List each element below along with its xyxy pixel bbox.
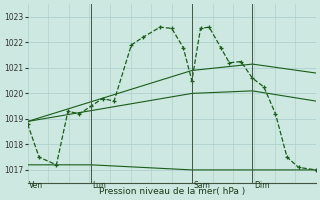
Text: Sam: Sam [193,181,210,190]
X-axis label: Pression niveau de la mer( hPa ): Pression niveau de la mer( hPa ) [99,187,245,196]
Text: Ven: Ven [29,181,43,190]
Text: Dim: Dim [254,181,269,190]
Text: Lun: Lun [92,181,106,190]
